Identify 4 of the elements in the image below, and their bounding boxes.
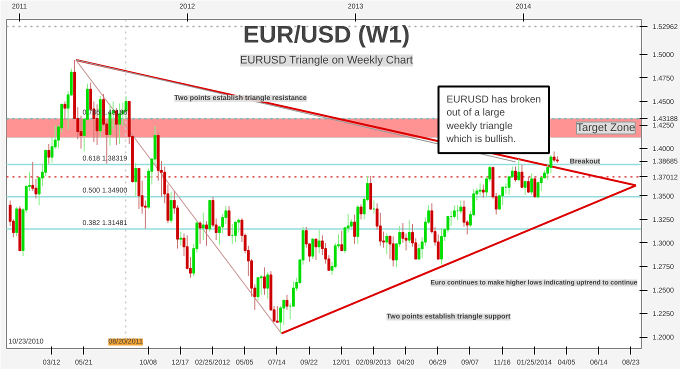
annotation: EURUSD has broken out of a large weekly triangle which is bullish. [446,94,541,146]
band-label: Target Zone [576,122,636,134]
text: EURUSD Triangle on Weekly Chart [240,54,413,66]
chart-title: EUR/USD (W1) [243,22,410,48]
